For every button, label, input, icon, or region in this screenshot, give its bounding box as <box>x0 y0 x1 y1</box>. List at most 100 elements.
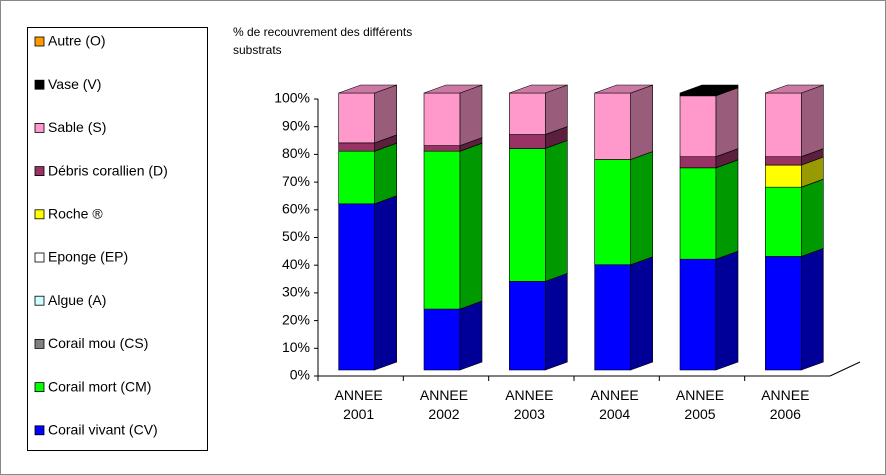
x-tick-label: ANNEE 2003 <box>505 387 554 422</box>
x-tick-label: ANNEE 2006 <box>761 387 810 422</box>
bar-front <box>594 264 631 371</box>
legend-label: Vase (V) <box>48 76 101 92</box>
bar-side <box>374 84 397 144</box>
bar-side <box>715 250 739 371</box>
bar-front <box>338 142 375 152</box>
bar-front <box>679 92 717 97</box>
bar-front <box>765 164 802 188</box>
x-tick-label: ANNEE 2004 <box>590 387 639 422</box>
bar-side <box>630 84 653 160</box>
bar-side <box>459 84 483 147</box>
legend-box <box>27 27 208 451</box>
bar-front <box>338 150 375 205</box>
legend-label: Sable (S) <box>48 119 106 135</box>
bar-front <box>765 256 802 371</box>
x-tick-label: ANNEE 2005 <box>675 387 725 422</box>
x-tick-label: ANNEE 2001 <box>334 387 383 422</box>
bar-front <box>338 203 375 371</box>
y-tick-label: 40% <box>282 256 310 272</box>
bar-side <box>715 159 739 260</box>
legend-swatch <box>34 123 45 133</box>
legend-label: Corail vivant (CV) <box>48 422 158 438</box>
bar-top <box>679 84 739 94</box>
x-tick-label: ANNEE 2002 <box>419 387 469 422</box>
bar-front <box>765 92 802 158</box>
bar-front <box>423 145 461 152</box>
legend-label: Débris corallien (D) <box>48 162 168 178</box>
bar-top <box>765 84 824 94</box>
bar-top <box>509 84 568 94</box>
bar-front <box>509 134 546 149</box>
y-tick-label: 80% <box>282 145 310 161</box>
bar-front <box>679 156 717 169</box>
bar-front <box>509 281 546 371</box>
legend-label: Roche ® <box>48 206 103 222</box>
legend-swatch <box>34 209 45 220</box>
bar-segment <box>594 256 653 371</box>
bar-segment <box>338 84 397 144</box>
legend-label: Eponge (EP) <box>48 249 128 265</box>
bar-side <box>374 142 397 205</box>
legend-swatch <box>34 295 45 306</box>
bar-front <box>423 308 461 371</box>
bar-segment <box>765 178 824 257</box>
bar-segment <box>679 250 739 371</box>
bar-front <box>338 92 375 144</box>
bar-front <box>509 92 546 135</box>
y-tick-label: 90% <box>282 117 310 133</box>
axis-title: % de recouvrement des différents substra… <box>233 25 413 57</box>
y-tick-label: 0% <box>290 367 310 383</box>
bar-top <box>338 84 397 94</box>
y-tick-label: 70% <box>282 173 310 189</box>
bar-side <box>801 178 824 257</box>
bar-side <box>630 256 653 371</box>
bar-front <box>594 159 631 266</box>
legend-swatch <box>34 382 45 393</box>
y-tick-label: 60% <box>282 201 310 217</box>
bar-side <box>715 87 739 158</box>
bar-side <box>801 248 824 371</box>
legend-swatch <box>34 338 45 349</box>
bar-front <box>765 156 802 166</box>
bar-front <box>679 167 717 260</box>
bar-segment <box>423 142 483 310</box>
bar-front <box>679 95 717 158</box>
bar-front <box>423 92 461 146</box>
bar-segment <box>679 87 739 158</box>
bar-front <box>594 92 631 160</box>
bar-side <box>545 84 568 135</box>
legend-swatch <box>34 166 45 177</box>
bar-side <box>545 139 568 282</box>
bar-segment <box>423 84 483 147</box>
bar-side <box>459 300 483 371</box>
bar-segment <box>423 300 483 371</box>
floor-edge <box>829 361 861 377</box>
legend-label: Autre (O) <box>48 33 106 49</box>
bar-segment <box>594 84 653 160</box>
y-tick-label: 10% <box>282 339 310 355</box>
bar-top <box>594 84 653 94</box>
legend-label: Corail mou (CS) <box>48 335 148 351</box>
bar-side <box>374 195 397 371</box>
bar-segment <box>509 139 568 282</box>
legend-label: Algue (A) <box>48 292 106 308</box>
bar-top <box>423 84 483 94</box>
bar-segment <box>338 142 397 205</box>
bar-side <box>801 84 824 158</box>
bar-side <box>545 272 568 371</box>
bar-segment <box>679 84 739 97</box>
bar-segment <box>765 248 824 371</box>
y-tick-label: 30% <box>282 284 310 300</box>
legend-swatch <box>34 425 45 436</box>
legend-swatch <box>34 36 45 47</box>
bar-segment <box>338 195 397 371</box>
legend-label: Corail mort (CM) <box>48 378 151 394</box>
legend-swatch <box>34 252 45 263</box>
bar-segment <box>509 272 568 371</box>
bar-front <box>509 148 546 282</box>
y-tick-label: 20% <box>282 311 310 327</box>
bar-side <box>459 142 483 310</box>
y-tick-label: 50% <box>282 228 310 244</box>
